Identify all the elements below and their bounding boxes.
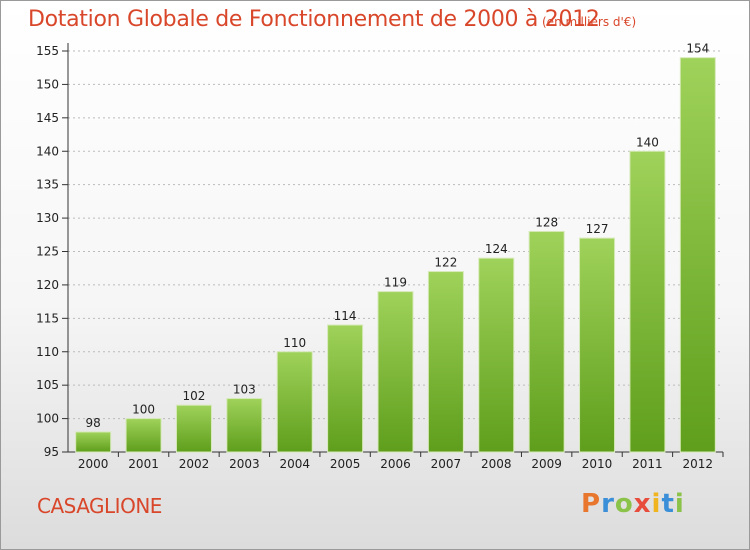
- y-tick-label: 155: [36, 44, 59, 58]
- chart-title: Dotation Globale de Fonctionnement de 20…: [28, 7, 600, 32]
- logo-letter: t: [661, 489, 675, 519]
- unit-note: (en milliers d'€): [542, 15, 637, 29]
- x-tick-label: 2010: [582, 457, 613, 471]
- data-label: 110: [283, 336, 306, 350]
- y-tick-label: 150: [36, 77, 59, 91]
- bar: [276, 351, 313, 453]
- y-tick-label: 100: [36, 412, 59, 426]
- x-tick-label: 2007: [431, 457, 462, 471]
- x-tick-label: 2001: [128, 457, 159, 471]
- commune-name: CASAGLIONE: [37, 494, 162, 518]
- x-tick-label: 2004: [279, 457, 310, 471]
- data-label: 140: [636, 135, 659, 149]
- bar: [427, 271, 464, 453]
- y-tick-label: 120: [36, 278, 59, 292]
- logo-letter: i: [651, 489, 662, 519]
- data-label: 119: [384, 276, 407, 290]
- x-tick-label: 2005: [330, 457, 361, 471]
- logo-letter: i: [674, 489, 685, 519]
- bar: [679, 57, 716, 453]
- x-tick-label: 2009: [531, 457, 562, 471]
- bar: [175, 404, 212, 453]
- bar: [226, 398, 263, 453]
- data-label: 122: [434, 256, 457, 270]
- bar: [75, 431, 112, 453]
- x-tick-label: 2003: [229, 457, 260, 471]
- data-label: 154: [686, 42, 709, 56]
- bar: [125, 418, 162, 453]
- bar: [327, 324, 364, 453]
- y-tick-label: 95: [44, 445, 59, 459]
- logo-letter: o: [614, 489, 634, 519]
- y-tick-label: 110: [36, 345, 59, 359]
- bar: [528, 230, 565, 453]
- y-tick-label: 145: [36, 111, 59, 125]
- bar: [377, 291, 414, 453]
- data-label: 102: [183, 389, 206, 403]
- logo-letter: x: [633, 489, 652, 519]
- bar: [478, 257, 515, 453]
- x-tick-label: 2006: [380, 457, 411, 471]
- x-tick-label: 2011: [632, 457, 663, 471]
- y-tick-label: 105: [36, 378, 59, 392]
- y-tick-label: 140: [36, 144, 59, 158]
- x-tick-label: 2000: [78, 457, 109, 471]
- x-tick-label: 2012: [683, 457, 714, 471]
- data-label: 124: [485, 242, 508, 256]
- x-tick-label: 2008: [481, 457, 512, 471]
- data-label: 103: [233, 383, 256, 397]
- x-tick-label: 2002: [179, 457, 210, 471]
- data-label: 114: [334, 309, 357, 323]
- proxiti-logo: Proxiti: [581, 489, 685, 519]
- y-tick-label: 125: [36, 245, 59, 259]
- data-label: 127: [586, 222, 609, 236]
- y-tick-label: 115: [36, 311, 59, 325]
- logo-letter: P: [581, 489, 602, 519]
- y-tick-label: 130: [36, 211, 59, 225]
- bar: [629, 150, 666, 453]
- bar: [579, 237, 616, 453]
- y-tick-label: 135: [36, 178, 59, 192]
- data-label: 128: [535, 215, 558, 229]
- logo-letter: r: [601, 489, 615, 519]
- data-label: 98: [86, 416, 101, 430]
- data-label: 100: [132, 403, 155, 417]
